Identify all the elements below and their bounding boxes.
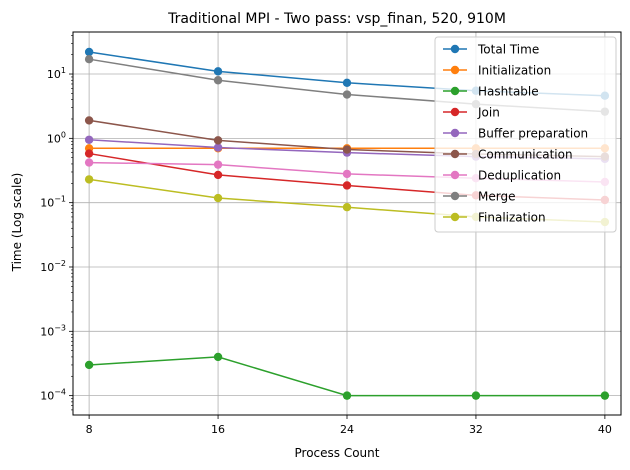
y-tick-base: 10 <box>47 132 61 145</box>
data-point <box>471 391 481 400</box>
data-point <box>213 76 223 85</box>
data-point <box>213 67 223 76</box>
legend-label: Finalization <box>478 211 546 225</box>
y-tick-exponent: −1 <box>54 195 66 204</box>
data-point <box>84 149 94 158</box>
data-point <box>213 136 223 145</box>
data-point <box>342 203 352 212</box>
legend-label: Deduplication <box>478 169 561 183</box>
data-point <box>84 47 94 57</box>
y-tick-exponent: −4 <box>54 388 66 397</box>
y-tick-base: 10 <box>40 390 54 403</box>
y-tick-base: 10 <box>47 68 61 81</box>
legend-item: Buffer preparation <box>443 127 588 141</box>
data-point <box>342 391 352 400</box>
legend-swatch-marker <box>450 191 460 201</box>
data-point <box>84 54 94 64</box>
data-point <box>213 170 223 180</box>
data-point <box>213 193 223 203</box>
y-tick-base: 10 <box>40 261 54 274</box>
legend: Total Time Initialization Hashtable Join Buf… <box>434 36 617 233</box>
legend-swatch-marker <box>450 149 460 159</box>
y-tick-label: 101 <box>47 66 66 81</box>
x-tick-label: 8 <box>86 423 93 436</box>
legend-swatch-marker <box>450 65 460 75</box>
series-hashtable <box>84 352 610 400</box>
y-tick-base: 10 <box>40 197 54 210</box>
y-tick-label: 10−3 <box>40 323 66 338</box>
data-point <box>342 169 352 179</box>
data-point <box>600 391 610 400</box>
y-tick-exponent: −3 <box>54 323 66 332</box>
legend-item: Communication <box>443 148 573 162</box>
data-point <box>213 352 223 362</box>
data-point <box>84 175 94 184</box>
x-axis-label: Process Count <box>295 446 380 460</box>
data-point <box>342 90 352 99</box>
data-point <box>84 360 94 370</box>
legend-swatch-marker <box>450 107 460 117</box>
data-point <box>342 78 352 88</box>
legend-swatch-marker <box>450 128 460 138</box>
data-point <box>342 181 352 190</box>
y-tick-label: 10−1 <box>40 195 66 210</box>
legend-label: Initialization <box>478 64 551 78</box>
legend-box <box>434 36 617 233</box>
legend-item: Finalization <box>443 211 546 225</box>
legend-swatch-marker <box>450 44 460 54</box>
data-point <box>213 143 223 152</box>
legend-item: Merge <box>443 190 515 204</box>
y-axis-label: Time (Log scale) <box>10 173 24 273</box>
legend-item: Deduplication <box>443 169 561 183</box>
legend-label: Communication <box>478 148 573 162</box>
legend-label: Join <box>477 106 500 120</box>
x-tick-label: 24 <box>340 423 354 436</box>
data-point <box>342 145 352 154</box>
y-tick-exponent: 1 <box>61 66 66 75</box>
y-tick-label: 10−2 <box>40 259 66 274</box>
legend-swatch-marker <box>450 86 460 96</box>
legend-label: Total Time <box>477 43 539 57</box>
data-point <box>84 135 94 144</box>
legend-item: Hashtable <box>443 85 539 99</box>
legend-label: Hashtable <box>478 85 539 99</box>
x-tick-label: 32 <box>469 423 483 436</box>
data-point <box>84 158 94 167</box>
legend-label: Buffer preparation <box>478 127 588 141</box>
y-tick-exponent: −2 <box>54 259 66 268</box>
y-tick-exponent: 0 <box>61 130 66 139</box>
legend-swatch-marker <box>450 212 460 222</box>
chart-title: Traditional MPI - Two pass: vsp_finan, 5… <box>167 11 506 27</box>
legend-item: Initialization <box>443 64 551 78</box>
legend-label: Merge <box>478 190 515 204</box>
x-tick-label: 16 <box>211 423 225 436</box>
legend-swatch-marker <box>450 170 460 180</box>
x-axis-ticks: 8 16 24 32 40 <box>86 415 612 436</box>
data-point <box>213 160 223 169</box>
legend-item: Join <box>443 106 500 120</box>
legend-item: Total Time <box>443 43 539 57</box>
y-tick-base: 10 <box>40 325 54 338</box>
y-tick-label: 10−4 <box>40 388 66 403</box>
y-tick-label: 100 <box>47 130 66 145</box>
data-point <box>84 116 94 125</box>
x-tick-label: 40 <box>598 423 612 436</box>
